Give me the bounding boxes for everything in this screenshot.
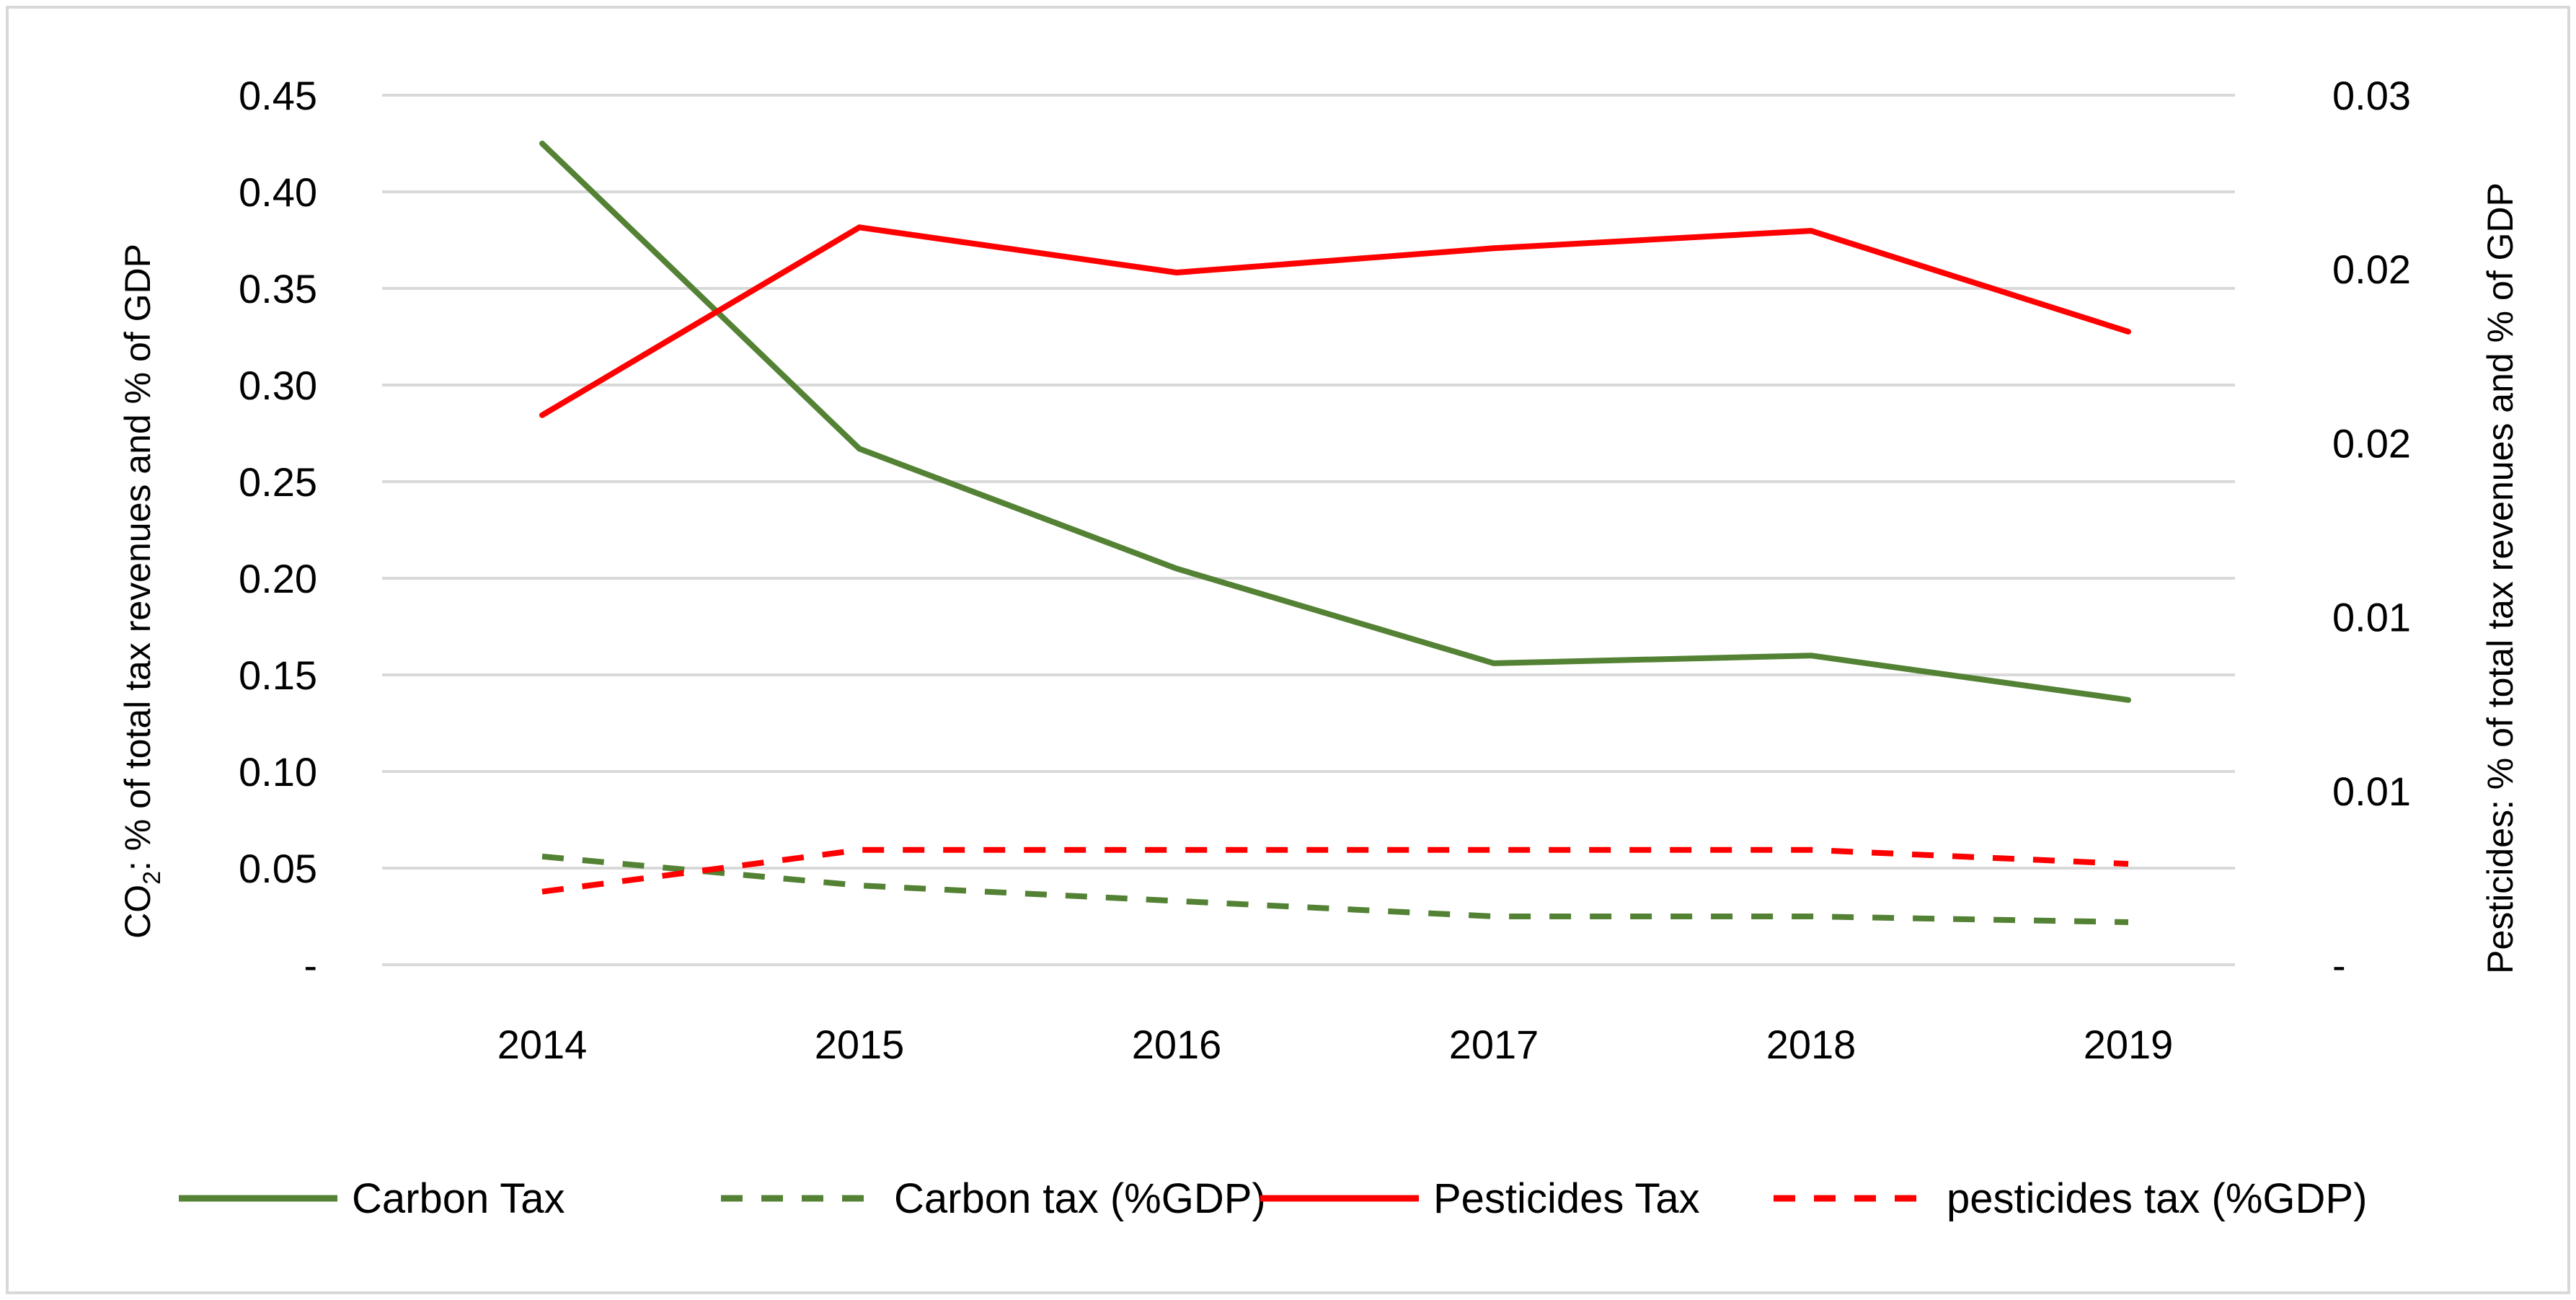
left-tick-label: 0.25 <box>239 459 317 505</box>
x-tick-label: 2015 <box>815 1022 905 1067</box>
left-tick-label: - <box>304 942 317 988</box>
x-tick-label: 2016 <box>1132 1022 1222 1067</box>
left-axis-title: CO2: % of total tax revenues and % of GD… <box>118 244 166 939</box>
x-tick-label: 2018 <box>1766 1022 1856 1067</box>
chart-frame <box>6 6 2570 1294</box>
right-tick-label: 0.02 <box>2332 420 2411 466</box>
gridlines <box>382 94 2235 966</box>
legend-label: Carbon tax (%GDP) <box>894 1175 1266 1222</box>
right-tick-label: 0.03 <box>2332 73 2411 118</box>
left-tick-label: 0.35 <box>239 266 317 311</box>
x-tick-label: 2019 <box>2084 1022 2174 1067</box>
left-axis-ticks: - 0.05 0.10 0.15 0.20 0.25 0.30 0.35 0.40 0.45 <box>239 73 317 988</box>
legend: Carbon Tax Carbon tax (%GDP) Pesticides Ta… <box>179 1175 2367 1222</box>
left-tick-label: 0.30 <box>239 363 317 408</box>
series-line-pesticides-tax <box>539 224 2131 418</box>
left-tick-label: 0.05 <box>239 846 317 891</box>
series-line-carbon-tax <box>539 141 2131 703</box>
right-tick-label: 0.01 <box>2332 769 2411 814</box>
legend-label: pesticides tax (%GDP) <box>1947 1175 2367 1222</box>
right-tick-label: 0.01 <box>2332 595 2411 640</box>
right-axis-title: Pesticides: % of total tax revenues and … <box>2480 182 2520 974</box>
left-tick-label: 0.10 <box>239 749 317 795</box>
x-tick-label: 2014 <box>497 1022 588 1067</box>
x-tick-label: 2017 <box>1449 1022 1539 1067</box>
legend-label: Pesticides Tax <box>1433 1175 1700 1222</box>
x-axis-ticks: 2014 2015 2016 2017 2018 2019 <box>497 1022 2174 1067</box>
right-tick-label: 0.02 <box>2332 247 2411 292</box>
left-tick-label: 0.40 <box>239 169 317 215</box>
right-axis-ticks: - 0.01 0.01 0.02 0.02 0.03 <box>2332 73 2411 988</box>
left-tick-label: 0.20 <box>239 556 317 601</box>
left-tick-label: 0.15 <box>239 653 317 698</box>
left-tick-label: 0.45 <box>239 73 317 118</box>
series-lines <box>539 141 2131 925</box>
right-tick-label: - <box>2332 942 2346 988</box>
legend-label: Carbon Tax <box>352 1175 565 1222</box>
